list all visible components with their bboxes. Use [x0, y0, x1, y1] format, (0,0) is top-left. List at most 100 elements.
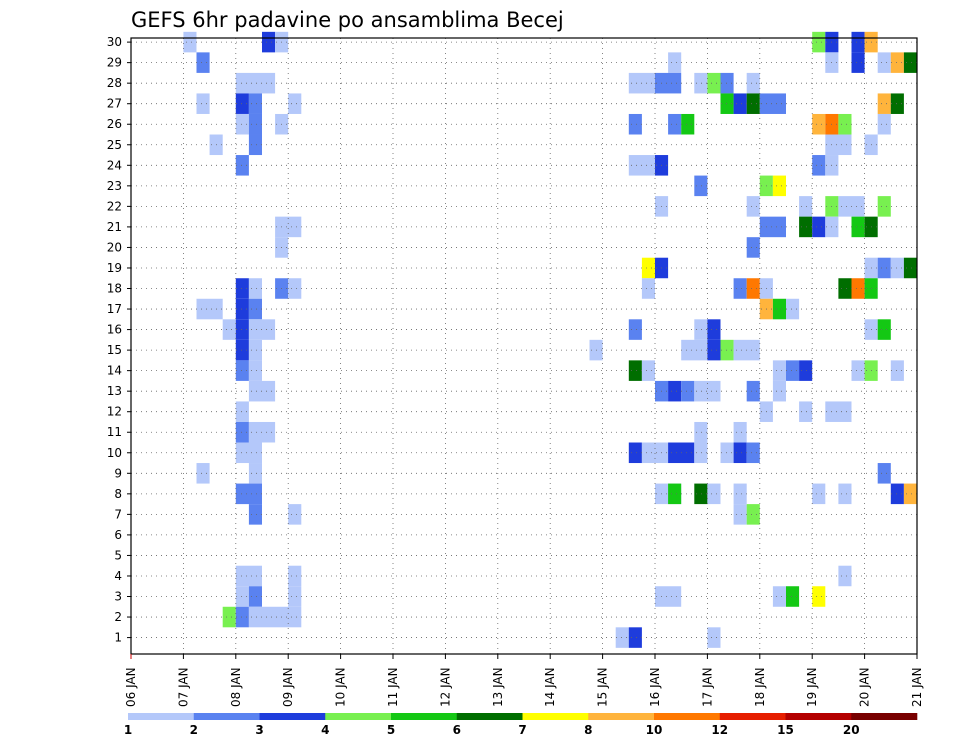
data-cell — [799, 360, 813, 381]
data-cell — [707, 72, 721, 94]
colorbar-label: 3 — [255, 723, 263, 737]
data-cell — [890, 52, 904, 73]
data-cell — [275, 216, 302, 238]
x-tick-label: 08 JAN — [229, 667, 243, 707]
colorbar-swatch — [851, 713, 918, 720]
y-tick-label: 25 — [107, 138, 122, 152]
data-cell — [733, 421, 747, 443]
data-cell — [248, 339, 262, 361]
data-cell — [903, 257, 917, 279]
data-cell — [877, 113, 891, 135]
y-tick-label: 17 — [107, 302, 122, 316]
data-cell — [877, 319, 891, 340]
data-cell — [812, 113, 826, 135]
data-cell — [799, 196, 813, 217]
y-tick-label: 1 — [114, 631, 122, 645]
data-cell — [222, 606, 236, 628]
colorbar-swatch — [193, 713, 260, 720]
x-tick-label: 19 JAN — [805, 667, 819, 707]
data-cell — [641, 257, 655, 279]
colorbar: 1 2 3 4 5 6 7 8 10 12 15 20 — [124, 713, 918, 737]
colorbar-label: 1 — [124, 723, 132, 737]
data-cell — [720, 442, 734, 464]
data-cell — [890, 93, 904, 114]
data-cell — [235, 113, 249, 135]
y-tick-label: 27 — [107, 97, 122, 111]
data-cell — [235, 155, 249, 176]
colorbar-swatch — [325, 713, 392, 720]
data-cell — [248, 113, 262, 135]
data-cell — [694, 175, 708, 197]
data-cell — [786, 360, 800, 381]
data-cell — [838, 565, 852, 587]
data-cell — [235, 298, 249, 320]
data-cell — [733, 278, 747, 299]
data-cell — [799, 216, 813, 238]
grid-layer — [131, 38, 917, 654]
colorbar-swatch — [785, 713, 852, 720]
data-cell — [877, 52, 891, 73]
data-cell — [248, 586, 262, 607]
y-tick-label: 21 — [107, 220, 122, 234]
y-tick-label: 19 — [107, 261, 122, 275]
data-cell — [248, 360, 262, 381]
data-cell — [746, 93, 760, 114]
data-cell — [248, 134, 262, 156]
data-cell — [235, 586, 249, 607]
data-cell — [812, 155, 826, 176]
x-tick-label: 11 JAN — [386, 667, 400, 707]
data-cell — [235, 93, 249, 114]
data-cell — [812, 31, 826, 53]
data-cell — [746, 380, 760, 402]
data-cell — [746, 237, 760, 258]
data-cell — [694, 483, 708, 505]
data-cell — [877, 196, 891, 217]
data-cell — [759, 93, 786, 114]
data-cell — [694, 421, 708, 443]
data-cell — [786, 586, 800, 607]
data-cell — [838, 113, 852, 135]
data-cell — [668, 52, 682, 73]
y-tick-label: 16 — [107, 323, 122, 337]
y-tick-label: 15 — [107, 343, 122, 357]
y-tick-label: 7 — [114, 507, 122, 521]
data-cell — [183, 31, 197, 53]
data-cell — [262, 31, 276, 53]
data-cell — [235, 72, 276, 94]
y-tick-label: 14 — [107, 364, 122, 378]
x-tick-label: 15 JAN — [596, 667, 610, 707]
x-tick-label: 14 JAN — [543, 667, 557, 707]
data-cell — [838, 278, 852, 299]
y-tick-label: 28 — [107, 76, 122, 90]
y-tick-label: 12 — [107, 405, 122, 419]
data-cell — [720, 93, 734, 114]
y-tick-label: 4 — [114, 569, 122, 583]
data-cell — [628, 627, 642, 648]
y-tick-label: 30 — [107, 35, 122, 49]
data-cell — [733, 93, 747, 114]
y-tick-label: 24 — [107, 158, 122, 172]
data-cell — [851, 278, 865, 299]
data-cell — [235, 606, 249, 628]
colorbar-swatch — [588, 713, 655, 720]
data-cell — [248, 278, 262, 299]
data-cell — [641, 278, 655, 299]
data-cell — [248, 504, 262, 525]
data-cell — [196, 463, 210, 484]
x-tick-label: 06 JAN — [124, 667, 138, 707]
data-cell — [759, 216, 786, 238]
data-cell — [733, 504, 747, 525]
y-axis: 1234567891011121314151617181920212223242… — [107, 35, 131, 645]
data-cell — [248, 93, 262, 114]
data-cell — [615, 627, 629, 648]
x-tick-label: 20 JAN — [858, 667, 872, 707]
x-tick-label: 10 JAN — [334, 667, 348, 707]
y-tick-label: 23 — [107, 179, 122, 193]
data-cell — [668, 113, 682, 135]
colorbar-label: 20 — [843, 723, 860, 737]
y-tick-label: 22 — [107, 199, 122, 213]
data-cell — [851, 216, 865, 238]
data-cell — [707, 627, 721, 648]
data-cell — [235, 565, 262, 587]
data-cell — [235, 339, 249, 361]
